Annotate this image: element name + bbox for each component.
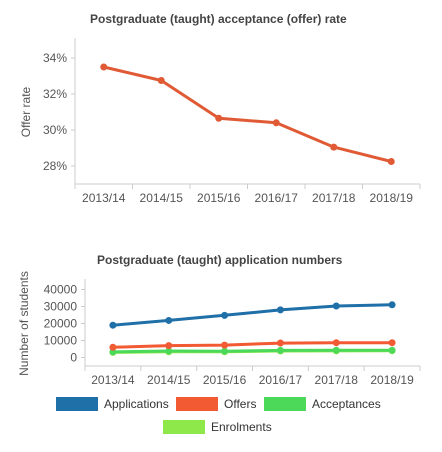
data-point-acceptances — [388, 346, 396, 354]
legend-swatch-acceptances — [264, 397, 306, 411]
x-tick-label: 2018/19 — [370, 191, 414, 205]
y-tick-label: 30000 — [44, 300, 78, 314]
data-point-offer-rate — [157, 77, 165, 84]
legend-item-applications[interactable]: Applications — [56, 397, 169, 411]
chart-title: Postgraduate (taught) acceptance (offer)… — [90, 12, 347, 26]
series-line-applications — [111, 303, 394, 327]
x-tick-label: 2014/15 — [140, 191, 184, 205]
data-point-offer-rate — [387, 158, 395, 165]
y-tick-label: 34% — [43, 51, 67, 65]
legend-swatch-enrolments — [163, 420, 205, 434]
series-line-offer-rate — [102, 65, 393, 163]
y-axis-label: Offer rate — [19, 86, 33, 137]
legend-label-enrolments: Enrolments — [211, 420, 272, 434]
series-line-acceptances — [111, 348, 394, 354]
data-point-offer-rate — [215, 114, 223, 122]
legend-swatch-offers — [176, 397, 218, 411]
data-point-offers — [332, 339, 340, 347]
data-point-offers — [109, 343, 117, 351]
legend-item-acceptances[interactable]: Acceptances — [264, 397, 381, 411]
y-tick-label: 20000 — [44, 317, 78, 331]
data-point-acceptances — [276, 346, 284, 354]
x-tick-label: 2017/18 — [312, 191, 356, 205]
legend-item-offers[interactable]: Offers — [176, 397, 256, 411]
data-point-offers — [388, 339, 396, 347]
data-point-applications — [332, 302, 340, 310]
data-point-applications — [276, 306, 284, 314]
x-tick-label: 2013/14 — [91, 373, 135, 387]
data-point-applications — [109, 321, 117, 329]
data-point-offer-rate — [100, 63, 108, 71]
y-tick-label: 0 — [70, 351, 77, 365]
data-point-offers — [221, 341, 229, 349]
legend-item-enrolments[interactable]: Enrolments — [163, 420, 272, 434]
x-tick-label: 2013/14 — [82, 191, 126, 205]
x-tick-label: 2016/17 — [255, 191, 299, 205]
legend-label-applications: Applications — [104, 397, 169, 411]
data-point-offer-rate — [330, 143, 338, 151]
x-tick-label: 2015/16 — [203, 373, 247, 387]
chart-title: Postgraduate (taught) application number… — [97, 253, 343, 267]
x-tick-label: 2018/19 — [370, 373, 414, 387]
data-point-offers — [276, 339, 284, 347]
data-point-acceptances — [221, 347, 229, 355]
y-tick-label: 40000 — [44, 283, 78, 297]
data-point-acceptances — [165, 347, 173, 355]
legend-label-acceptances: Acceptances — [312, 397, 381, 411]
y-tick-label: 10000 — [44, 334, 78, 348]
y-axis-label: Number of students — [17, 271, 31, 376]
series-line-offers — [111, 341, 394, 349]
y-tick-label: 32% — [43, 87, 67, 101]
data-point-applications — [165, 316, 173, 324]
legend-label-offers: Offers — [224, 397, 257, 411]
data-point-applications — [221, 311, 229, 319]
x-tick-label: 2014/15 — [147, 373, 191, 387]
data-point-acceptances — [332, 346, 340, 354]
x-tick-label: 2016/17 — [259, 373, 303, 387]
legend-swatch-applications — [56, 397, 98, 411]
data-point-offer-rate — [272, 119, 280, 127]
data-point-offers — [165, 342, 173, 350]
y-tick-label: 30% — [43, 123, 67, 137]
y-tick-label: 28% — [43, 159, 67, 173]
x-tick-label: 2015/16 — [197, 191, 241, 205]
x-tick-label: 2017/18 — [315, 373, 359, 387]
data-point-applications — [388, 301, 396, 309]
